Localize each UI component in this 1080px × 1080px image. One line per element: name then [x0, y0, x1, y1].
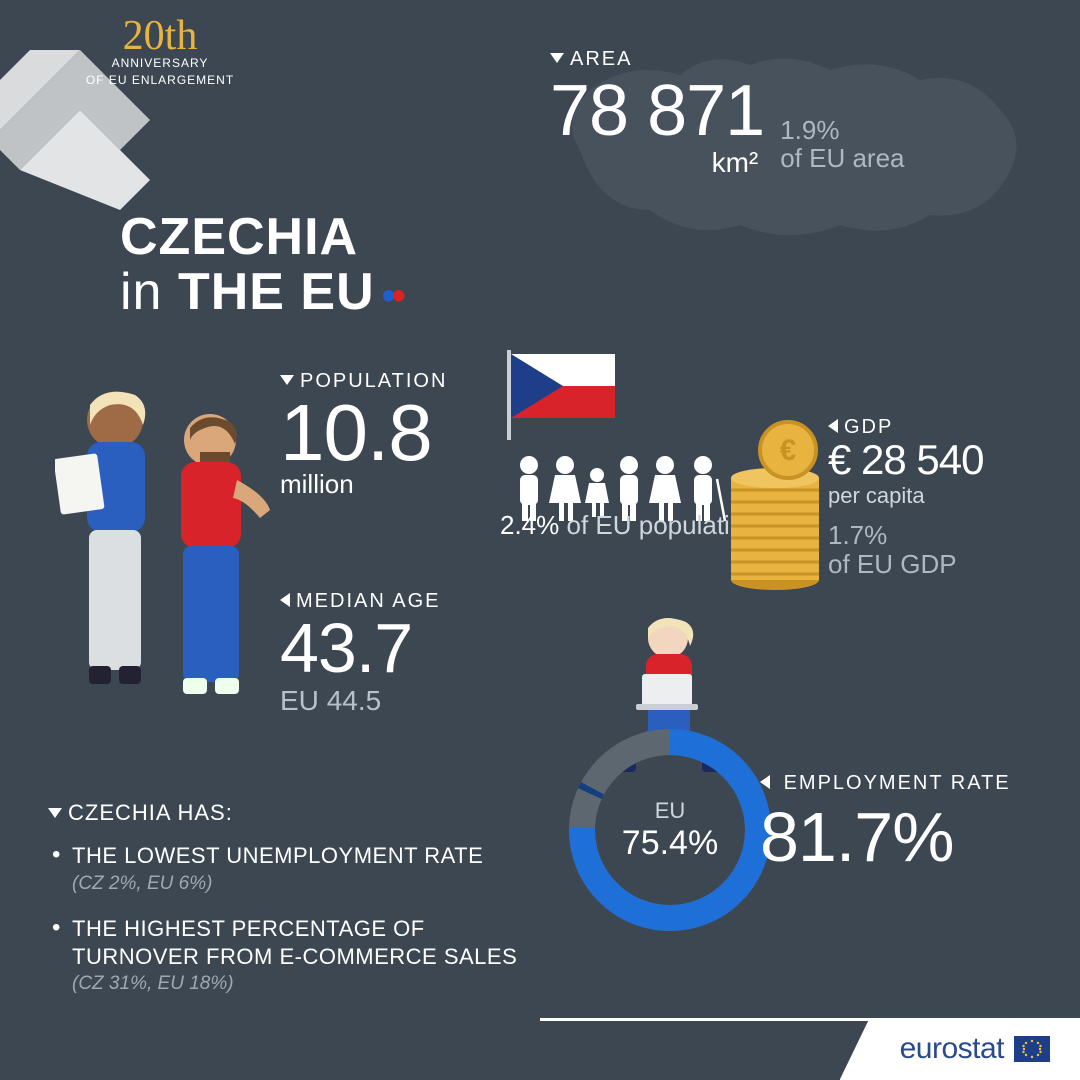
anniversary-sub1: ANNIVERSARY [80, 56, 240, 71]
anniversary-num: 20th [80, 20, 240, 54]
coins-icon: € [720, 420, 830, 600]
donut-center-label: EU 75.4% [560, 720, 780, 940]
gdp-pct-sub: of EU GDP [828, 549, 957, 579]
employment-value: 81.7% [760, 802, 1020, 872]
eurostat-footer: eurostat [840, 1018, 1080, 1080]
area-label: AREA [550, 48, 990, 71]
title-l1: CZECHIA [120, 208, 358, 266]
page-title: CZECHIA in THE EU •• [120, 210, 402, 319]
area-value: 78 871 [550, 75, 764, 147]
gdp-block: GDP € 28 540 per capita 1.7% of EU GDP [828, 416, 1028, 578]
area-pct-sub: of EU area [780, 143, 904, 173]
title-l2: THE EU [178, 263, 375, 321]
title-in: in [120, 263, 162, 321]
fact-note-0: (CZ 2%, EU 6%) [72, 872, 548, 896]
area-pct: 1.9% [780, 115, 839, 145]
gdp-pct: 1.7% [828, 520, 887, 550]
people-illustration [55, 380, 285, 750]
emp-eu-value: 75.4% [622, 824, 718, 863]
fact-text-0: THE LOWEST UNEMPLOYMENT RATE [72, 843, 483, 868]
eurostat-brand: eurostat [900, 1032, 1004, 1066]
emp-eu-label: EU [655, 798, 686, 824]
svg-text:€: € [780, 434, 797, 467]
area-unit: km² [550, 147, 764, 179]
employment-donut: EU 75.4% [560, 720, 780, 940]
facts-block: CZECHIA HAS: THE LOWEST UNEMPLOYMENT RAT… [48, 800, 548, 1016]
fact-text-1: THE HIGHEST PERCENTAGE OF TURNOVER FROM … [72, 916, 517, 969]
anniversary-badge: 20th ANNIVERSARY OF EU ENLARGEMENT [80, 20, 240, 88]
median-age-block: MEDIAN AGE 43.7 EU 44.5 [280, 590, 440, 717]
population-block: POPULATION 10.8 million [280, 370, 510, 500]
fact-item: THE LOWEST UNEMPLOYMENT RATE (CZ 2%, EU … [48, 842, 548, 895]
fact-item: THE HIGHEST PERCENTAGE OF TURNOVER FROM … [48, 915, 548, 996]
fact-note-1: (CZ 31%, EU 18%) [72, 972, 548, 996]
anniversary-sub2: OF EU ENLARGEMENT [80, 73, 240, 88]
employment-block: EMPLOYMENT RATE 81.7% [760, 770, 1020, 872]
flag-people-group [505, 350, 755, 530]
eu-flag-icon [1014, 1036, 1050, 1062]
population-value: 10.8 [280, 393, 510, 473]
population-pct: 2.4% [500, 510, 559, 540]
employment-label-text: EMPLOYMENT RATE [784, 772, 1011, 794]
area-block: AREA 78 871 km² 1.9% of EU area [550, 48, 990, 179]
czech-flag-icon [505, 350, 625, 440]
facts-head: CZECHIA HAS: [48, 800, 548, 826]
employment-label: EMPLOYMENT RATE [760, 770, 1020, 796]
gdp-sub: per capita [828, 483, 1028, 509]
median-value: 43.7 [280, 613, 440, 683]
gdp-value: € 28 540 [828, 439, 1028, 481]
median-eu-value: 44.5 [327, 685, 382, 716]
median-eu-label: EU [280, 685, 319, 716]
